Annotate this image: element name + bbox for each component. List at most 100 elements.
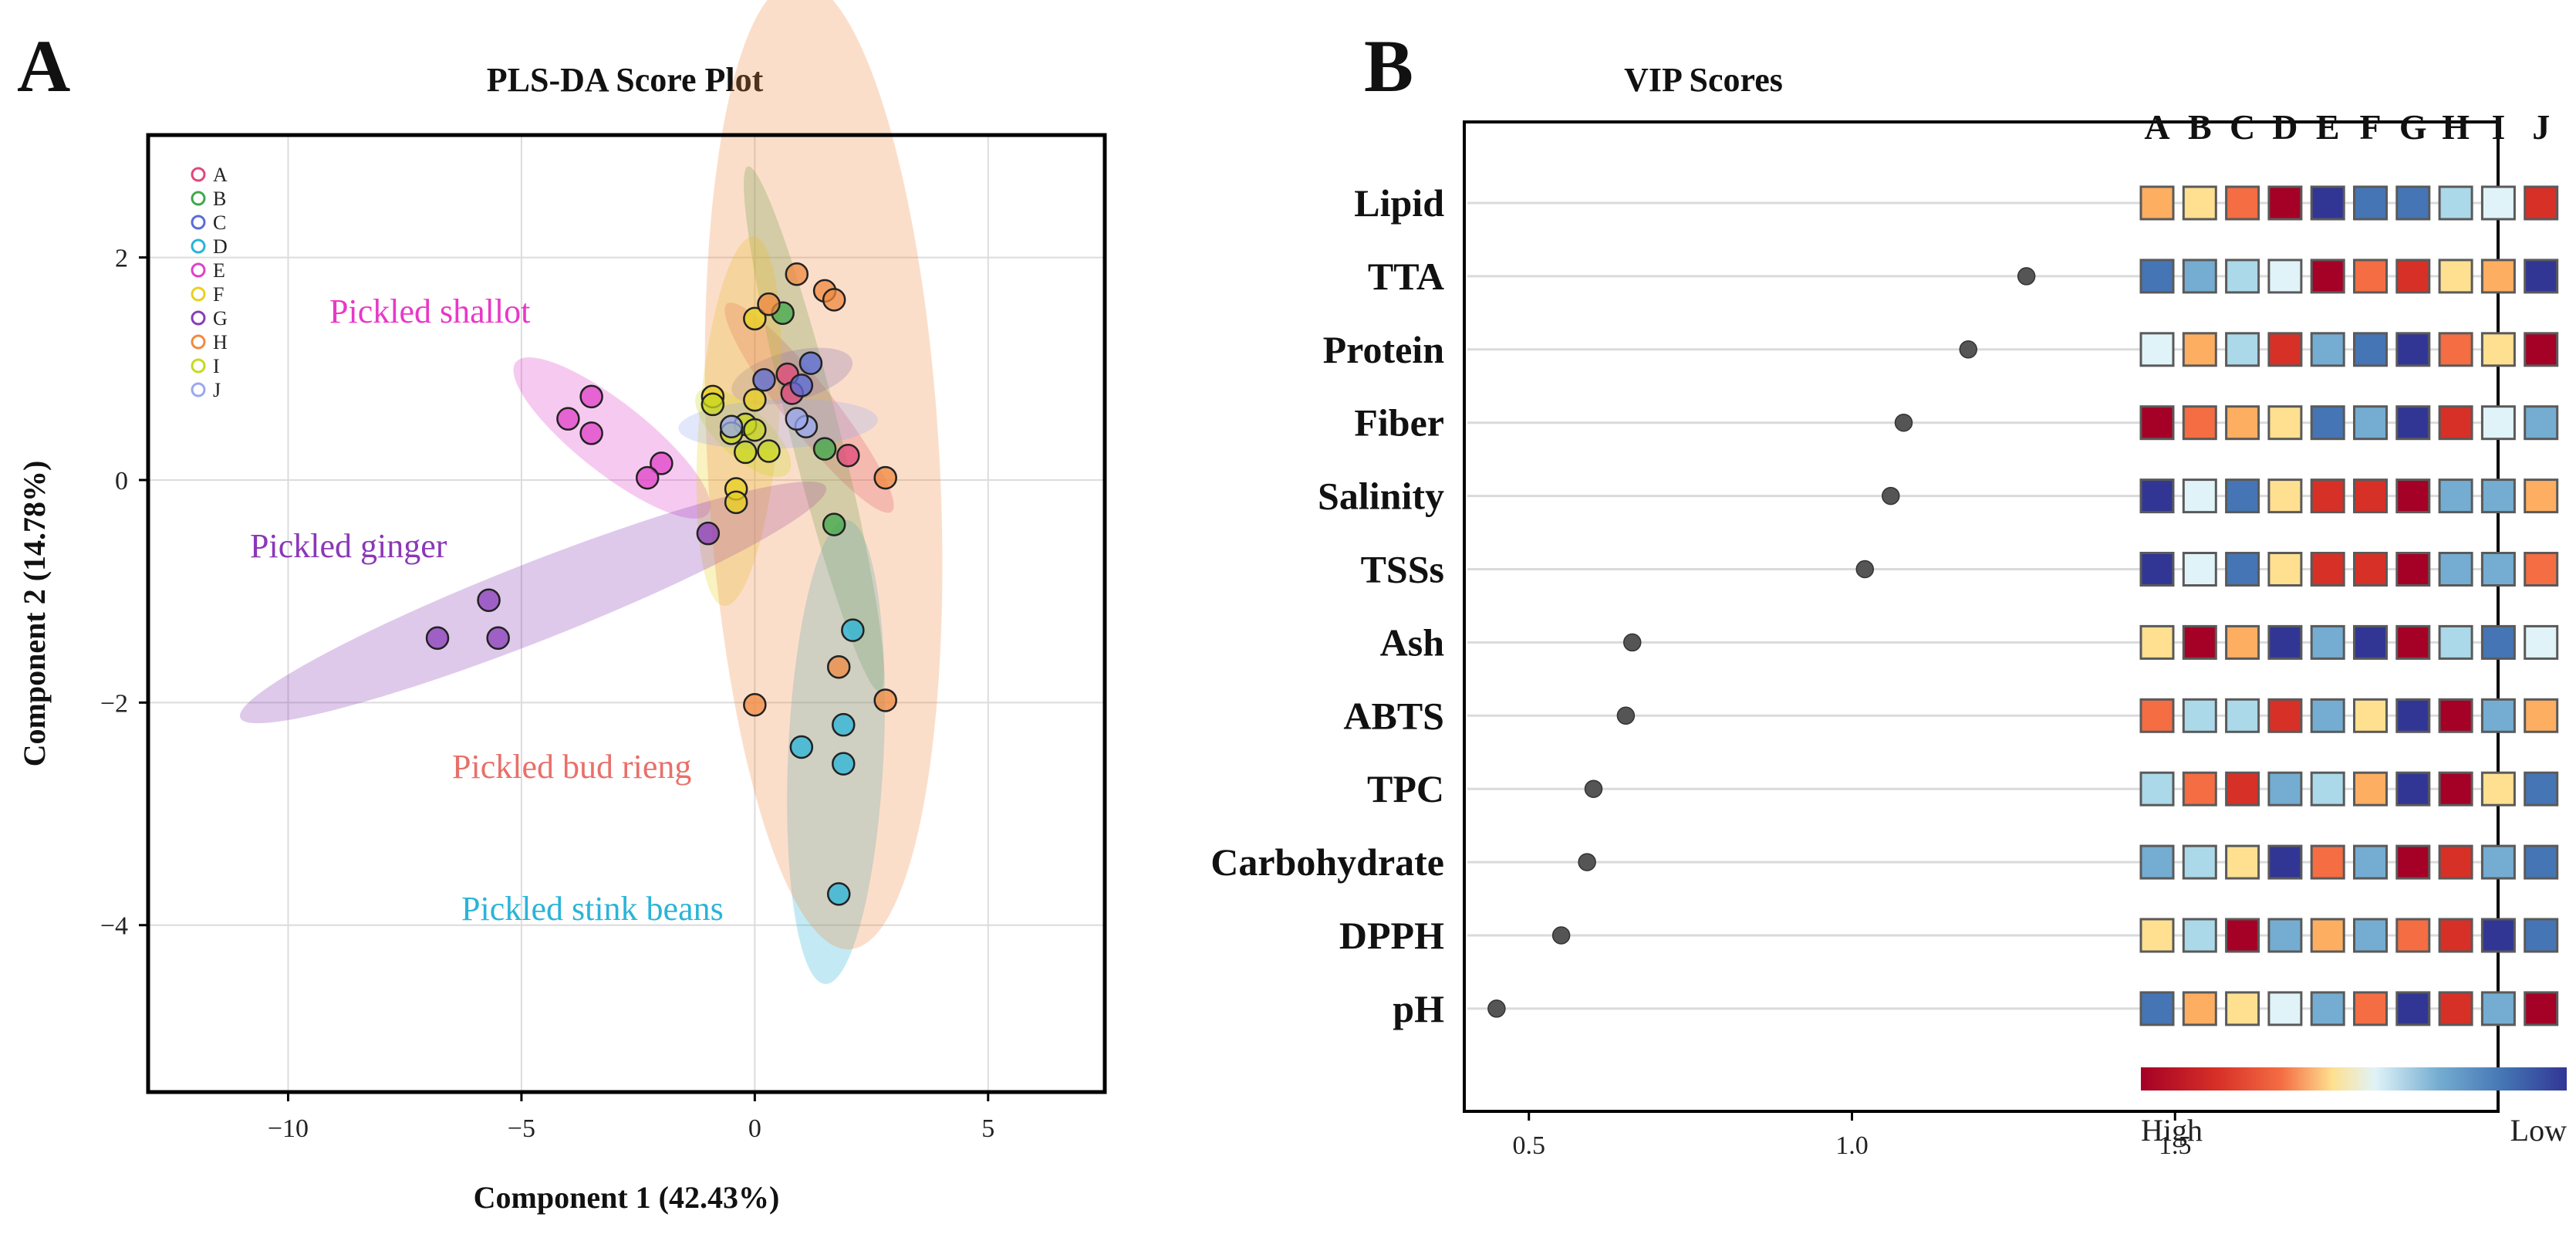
heatmap-cell-salinity-c [2225, 478, 2260, 514]
heatmap-cell-tpc-e [2310, 771, 2345, 806]
heatmap-cell-tpc-c [2225, 771, 2260, 806]
legend-label-b: B [213, 188, 226, 210]
heatmap-cell-tta-b [2182, 259, 2217, 294]
point-e-5 [635, 465, 660, 490]
heatmap-cell-ph-i [2480, 991, 2516, 1026]
point-i-5 [733, 440, 758, 465]
ellipse-group-g [239, 481, 827, 724]
heatmap-cell-salinity-e [2310, 478, 2345, 514]
heatmap-cell-carbohydrate-e [2310, 844, 2345, 880]
heatmap-cell-tsss-c [2225, 552, 2260, 587]
legend-marker-e [191, 262, 206, 278]
heatmap-column-label-e: E [2316, 107, 2340, 147]
heatmap-cell-carbohydrate-d [2267, 844, 2303, 880]
heatmap-cell-tta-c [2225, 259, 2260, 294]
vip-feature-label-ash: Ash [1380, 620, 1445, 664]
heatmap-cell-dpph-a [2139, 918, 2175, 953]
heatmap-cell-ph-d [2267, 991, 2303, 1026]
point-d-1 [841, 618, 865, 642]
x-tick-label-2: 0 [748, 1114, 761, 1143]
vip-feature-label-dpph: DPPH [1339, 914, 1444, 957]
vip-point-tta [2017, 267, 2036, 286]
y-tick-label-1: −2 [100, 689, 128, 718]
heatmap-cell-protein-h [2438, 332, 2473, 367]
point-b-2 [812, 437, 837, 461]
point-g-1 [696, 521, 721, 546]
pls-da-score-plot: PLS-DA Score Plot −10 −5 0 5−4−202 ABCDEFGH… [17, 0, 1107, 1215]
heatmap-cell-tta-g [2395, 259, 2431, 294]
heatmap-column-label-b: B [2188, 107, 2212, 147]
legend-marker-c [191, 215, 206, 230]
point-d-5 [826, 882, 851, 906]
vip-x-tick-label-2: 1.5 [2159, 1131, 2192, 1160]
vip-title: VIP Scores [1624, 61, 1783, 99]
heatmap-cell-fiber-a [2139, 405, 2175, 441]
heatmap-cell-protein-e [2310, 332, 2345, 367]
heatmap-cell-dpph-h [2438, 918, 2473, 953]
legend-label-g: G [213, 307, 228, 330]
heatmap-cell-tsss-j [2524, 552, 2559, 587]
point-d-2 [832, 712, 856, 737]
legend-marker-d [191, 238, 206, 254]
heatmap-cell-salinity-j [2524, 478, 2559, 514]
point-i-1 [701, 392, 725, 417]
heatmap-cell-salinity-g [2395, 478, 2431, 514]
heatmap-cell-tsss-g [2395, 552, 2431, 587]
heatmap-cell-abts-j [2524, 698, 2559, 733]
heatmap-cell-tpc-h [2438, 771, 2473, 806]
heatmap-cell-ph-c [2225, 991, 2260, 1026]
heatmap-cell-abts-g [2395, 698, 2431, 733]
legend-marker-b [191, 191, 206, 206]
heatmap-cell-ph-b [2182, 991, 2217, 1026]
vip-point-ash [1623, 633, 1642, 652]
vip-point-fiber [1894, 413, 1913, 432]
heatmap-cell-carbohydrate-a [2139, 844, 2175, 880]
heatmap-column-label-j: J [2532, 107, 2550, 147]
point-h-3 [822, 288, 846, 312]
heatmap-cell-dpph-j [2524, 918, 2559, 953]
heatmap-cell-fiber-b [2182, 405, 2217, 441]
point-g-4 [425, 626, 450, 650]
panel-a-label: A [17, 25, 70, 107]
heatmap-cell-fiber-f [2353, 405, 2388, 441]
heatmap-column-label-f: F [2359, 107, 2381, 147]
legend-marker-g [191, 310, 206, 326]
heatmap-cell-lipid-f [2353, 185, 2388, 221]
heatmap-cell-ph-a [2139, 991, 2175, 1026]
vip-colorbar: High Low [2141, 1067, 2567, 1148]
point-e-3 [579, 421, 603, 445]
heatmap-cell-fiber-d [2267, 405, 2303, 441]
heatmap-cell-ph-e [2310, 991, 2345, 1026]
vip-feature-label-salinity: Salinity [1318, 475, 1444, 518]
heatmap-cell-lipid-i [2480, 185, 2516, 221]
heatmap-cell-tta-j [2524, 259, 2559, 294]
point-h-5 [873, 465, 897, 490]
legend-marker-h [191, 334, 206, 350]
pls-da-y-axis-label: Component 2 (14.78%) [17, 461, 52, 767]
heatmap-cell-protein-j [2524, 332, 2559, 367]
heatmap-cell-tpc-g [2395, 771, 2431, 806]
heatmap-cell-tpc-i [2480, 771, 2516, 806]
heatmap-cell-dpph-f [2353, 918, 2388, 953]
heatmap-cell-ash-j [2524, 624, 2559, 660]
point-j-2 [785, 407, 809, 431]
heatmap-cell-tta-a [2139, 259, 2175, 294]
point-d-3 [789, 735, 814, 759]
legend-label-d: D [213, 235, 228, 258]
heatmap-cell-lipid-d [2267, 185, 2303, 221]
pls-da-ellipses [239, 0, 943, 985]
vip-feature-label-carbohydrate: Carbohydrate [1210, 840, 1444, 884]
x-tick-label-1: −5 [508, 1114, 535, 1143]
point-f-1 [743, 306, 767, 331]
heatmap-cell-abts-c [2225, 698, 2260, 733]
point-h-1 [785, 262, 809, 286]
vip-feature-label-fiber: Fiber [1354, 401, 1444, 445]
heatmap-cell-abts-f [2353, 698, 2388, 733]
x-tick-label-3: 5 [981, 1114, 994, 1143]
vip-feature-label-tta: TTA [1368, 255, 1444, 298]
heatmap-cell-ph-h [2438, 991, 2473, 1026]
vip-point-abts [1616, 706, 1636, 725]
heatmap-cell-protein-f [2353, 332, 2388, 367]
heatmap-cell-salinity-b [2182, 478, 2217, 514]
legend-marker-f [191, 286, 206, 302]
